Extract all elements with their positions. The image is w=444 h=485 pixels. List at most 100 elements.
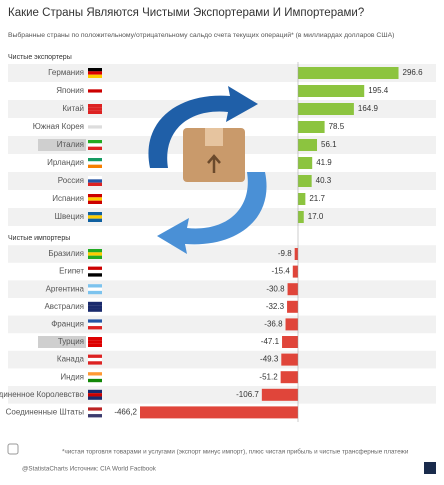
category-label: Бразилия [48,249,84,258]
group-label: Чистые импортеры [8,235,70,242]
flag-stripe [88,354,102,358]
category-label: Италия [57,140,84,149]
cc-icon [7,443,19,455]
flag-stripe [88,340,102,344]
category-label: Египет [59,267,84,276]
category-label: Индия [60,372,84,381]
flag-stripe [88,86,102,90]
flag-stripe [88,176,102,180]
bar [298,121,325,133]
row-band [8,315,436,334]
category-label: Китай [62,104,84,113]
flag-stripe [88,269,102,274]
row-band [8,245,436,263]
value-label: -466,2 [114,408,137,417]
row-band [8,208,436,226]
value-label: -47.1 [261,337,280,346]
flag-stripe [88,301,102,306]
value-label: 56.1 [321,140,337,149]
flag-stripe [88,305,102,309]
flag-stripe [88,125,102,129]
bar [298,193,306,205]
row-highlight [38,336,86,348]
value-label: 164.9 [358,104,379,113]
flag-stripe [88,284,102,288]
bar [298,103,354,115]
category-label: Испания [52,194,84,203]
chart-title: Какие Страны Являются Чистыми Экспортера… [8,7,364,19]
flag-stripe [88,179,102,183]
category-label: Франция [51,320,84,329]
flag-stripe [88,396,102,400]
flag-stripe [88,194,102,198]
value-label: -36.8 [264,320,283,329]
source: @StatistaCharts Источник: CIA World Fact… [22,466,157,473]
category-label: Аргентина [46,284,85,293]
flag-stripe [88,110,102,114]
bar [287,283,298,296]
bar [285,318,298,331]
value-label: -49.3 [260,355,279,364]
flag-stripe [88,128,102,132]
chart-subtitle: Выбранные страны по положительному/отриц… [8,31,394,39]
category-label: Турция [58,337,84,346]
bar [261,388,298,401]
value-label: 78.5 [329,122,345,131]
value-label: 296.6 [403,68,424,77]
flag-stripe [88,143,102,147]
category-label: Ирландия [47,158,84,167]
value-label: -32.3 [266,302,285,311]
footnote: *чистая торговля товарами и услугами (эк… [62,448,409,456]
bar [292,265,298,278]
bar [282,336,298,348]
flag-stripe [88,414,102,418]
group-label: Чистые экспортеры [8,54,72,61]
box-arrow [207,154,221,173]
statista-logo [424,462,436,474]
bar [281,353,298,366]
arrow-top [148,86,258,168]
flag-stripe [88,200,102,204]
flag-stripe [88,273,102,277]
category-label: Соединенные Штаты [6,408,85,417]
row-highlight [38,139,86,151]
category-label: Швеция [55,212,84,221]
flag-stripe [88,197,102,201]
flag-stripe [88,122,102,126]
category-label: Соединенное Королевство [0,390,85,399]
flag-stripe [88,249,102,253]
exchange-icon [148,86,267,254]
value-label: -15.4 [272,267,291,276]
flag-stripe [88,343,102,347]
box-tape [205,128,223,146]
category-label: Южная Корея [33,122,84,131]
bar [280,371,298,384]
flag-stripe [88,357,102,362]
flag-stripe [88,393,102,397]
bar [140,406,298,419]
flag-stripe [88,140,102,144]
flag-stripe [88,92,102,96]
value-label: -9.8 [278,249,292,258]
flag-stripe [88,104,102,108]
flag-stripe [88,71,102,75]
flag-stripe [88,215,102,219]
flag-stripe [88,378,102,383]
flag-stripe [88,337,102,341]
bar [298,85,365,97]
category-label: Канада [57,355,85,364]
category-label: Япония [56,86,84,95]
value-label: 41.9 [316,158,332,167]
flag-stripe [88,161,102,165]
bar [298,157,313,169]
flag-stripe [88,319,102,323]
flag-stripe [88,308,102,312]
value-label: -51.2 [259,372,278,381]
row-band [8,280,436,298]
rows: Чистые экспортеры Германия 296.6 Япония 195.… [0,54,436,422]
value-label: 17.0 [308,212,324,221]
bar [287,300,298,313]
flag-stripe [88,146,102,150]
flag-stripe [88,375,102,379]
flag-stripe [88,407,102,411]
